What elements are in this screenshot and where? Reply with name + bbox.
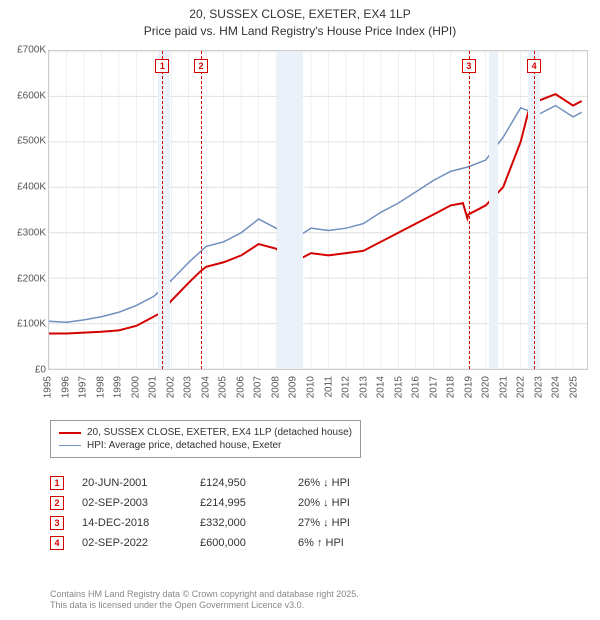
- x-tick-label: 2004: [200, 376, 211, 398]
- x-tick-label: 2021: [498, 376, 509, 398]
- sale-marker-line: [201, 51, 202, 369]
- title-line1: 20, SUSSEX CLOSE, EXETER, EX4 1LP: [0, 6, 600, 23]
- x-tick-label: 2006: [235, 376, 246, 398]
- sale-date: 20-JUN-2001: [82, 477, 182, 489]
- sale-marker-box: 4: [527, 59, 541, 73]
- sale-number-box: 1: [50, 476, 64, 490]
- y-tick-label: £100K: [17, 319, 46, 330]
- sale-date: 02-SEP-2003: [82, 497, 182, 509]
- recession-band: [277, 51, 303, 369]
- sale-price: £332,000: [200, 517, 280, 529]
- y-tick-label: £0: [35, 365, 46, 376]
- footer-line1: Contains HM Land Registry data © Crown c…: [50, 589, 359, 601]
- y-tick-label: £500K: [17, 136, 46, 147]
- sale-price: £124,950: [200, 477, 280, 489]
- x-tick-label: 1999: [113, 376, 124, 398]
- sale-price: £600,000: [200, 537, 280, 549]
- footer-line2: This data is licensed under the Open Gov…: [50, 600, 359, 612]
- x-tick-label: 1995: [43, 376, 54, 398]
- recession-band: [158, 51, 170, 369]
- x-tick-label: 2017: [428, 376, 439, 398]
- x-tick-label: 2011: [323, 376, 334, 398]
- x-tick-label: 2018: [446, 376, 457, 398]
- series-line: [49, 106, 582, 323]
- x-axis: 1995199619971998199920002001200220032004…: [48, 372, 588, 412]
- legend-label: 20, SUSSEX CLOSE, EXETER, EX4 1LP (detac…: [87, 427, 352, 438]
- x-tick-label: 2009: [288, 376, 299, 398]
- legend-label: HPI: Average price, detached house, Exet…: [87, 440, 281, 451]
- x-tick-label: 2022: [516, 376, 527, 398]
- sale-marker-box: 3: [462, 59, 476, 73]
- x-tick-label: 2001: [148, 376, 159, 398]
- x-tick-label: 2015: [393, 376, 404, 398]
- sale-row: 2 02-SEP-2003 £214,995 20% ↓ HPI: [50, 496, 398, 510]
- sale-hpi: 20% ↓ HPI: [298, 497, 398, 509]
- x-tick-label: 2007: [253, 376, 264, 398]
- sale-hpi: 6% ↑ HPI: [298, 537, 398, 549]
- x-tick-label: 2020: [481, 376, 492, 398]
- recession-band: [489, 51, 498, 369]
- x-tick-label: 2014: [376, 376, 387, 398]
- x-tick-label: 2003: [183, 376, 194, 398]
- sale-marker-box: 2: [194, 59, 208, 73]
- x-tick-label: 2024: [551, 376, 562, 398]
- x-tick-label: 2019: [463, 376, 474, 398]
- x-tick-label: 2005: [218, 376, 229, 398]
- y-axis: £0£100K£200K£300K£400K£500K£600K£700K: [8, 50, 48, 370]
- y-tick-label: £400K: [17, 182, 46, 193]
- sale-date: 14-DEC-2018: [82, 517, 182, 529]
- sale-hpi: 27% ↓ HPI: [298, 517, 398, 529]
- footer: Contains HM Land Registry data © Crown c…: [50, 589, 359, 612]
- y-tick-label: £200K: [17, 273, 46, 284]
- sale-number-box: 3: [50, 516, 64, 530]
- x-tick-label: 2012: [341, 376, 352, 398]
- title-line2: Price paid vs. HM Land Registry's House …: [0, 23, 600, 40]
- x-tick-label: 2016: [411, 376, 422, 398]
- y-tick-label: £600K: [17, 90, 46, 101]
- sale-row: 3 14-DEC-2018 £332,000 27% ↓ HPI: [50, 516, 398, 530]
- x-tick-label: 2008: [270, 376, 281, 398]
- sale-number-box: 4: [50, 536, 64, 550]
- x-tick-label: 2023: [533, 376, 544, 398]
- sale-row: 1 20-JUN-2001 £124,950 26% ↓ HPI: [50, 476, 398, 490]
- x-tick-label: 1996: [60, 376, 71, 398]
- x-tick-label: 2025: [568, 376, 579, 398]
- sale-marker-line: [534, 51, 535, 369]
- title-block: 20, SUSSEX CLOSE, EXETER, EX4 1LP Price …: [0, 0, 600, 40]
- y-tick-label: £300K: [17, 227, 46, 238]
- sale-marker-box: 1: [155, 59, 169, 73]
- sale-price: £214,995: [200, 497, 280, 509]
- x-tick-label: 1998: [95, 376, 106, 398]
- series-line: [49, 94, 582, 333]
- sale-number-box: 2: [50, 496, 64, 510]
- x-tick-label: 2000: [130, 376, 141, 398]
- sales-table: 1 20-JUN-2001 £124,950 26% ↓ HPI 2 02-SEP-200…: [50, 470, 398, 556]
- sale-marker-line: [469, 51, 470, 369]
- plot-svg: [49, 51, 587, 369]
- y-tick-label: £700K: [17, 45, 46, 56]
- x-tick-label: 1997: [78, 376, 89, 398]
- sale-marker-line: [162, 51, 163, 369]
- sale-date: 02-SEP-2022: [82, 537, 182, 549]
- plot-area: 1 2 3 4: [48, 50, 588, 370]
- legend-swatch: [59, 445, 81, 446]
- x-tick-label: 2013: [358, 376, 369, 398]
- sale-row: 4 02-SEP-2022 £600,000 6% ↑ HPI: [50, 536, 398, 550]
- x-tick-label: 2010: [305, 376, 316, 398]
- legend: 20, SUSSEX CLOSE, EXETER, EX4 1LP (detac…: [50, 420, 361, 458]
- sale-hpi: 26% ↓ HPI: [298, 477, 398, 489]
- legend-row: HPI: Average price, detached house, Exet…: [59, 440, 352, 451]
- chart-area: £0£100K£200K£300K£400K£500K£600K£700K 12…: [8, 50, 592, 400]
- chart-container: 20, SUSSEX CLOSE, EXETER, EX4 1LP Price …: [0, 0, 600, 620]
- x-tick-label: 2002: [165, 376, 176, 398]
- legend-swatch: [59, 432, 81, 434]
- legend-row: 20, SUSSEX CLOSE, EXETER, EX4 1LP (detac…: [59, 427, 352, 438]
